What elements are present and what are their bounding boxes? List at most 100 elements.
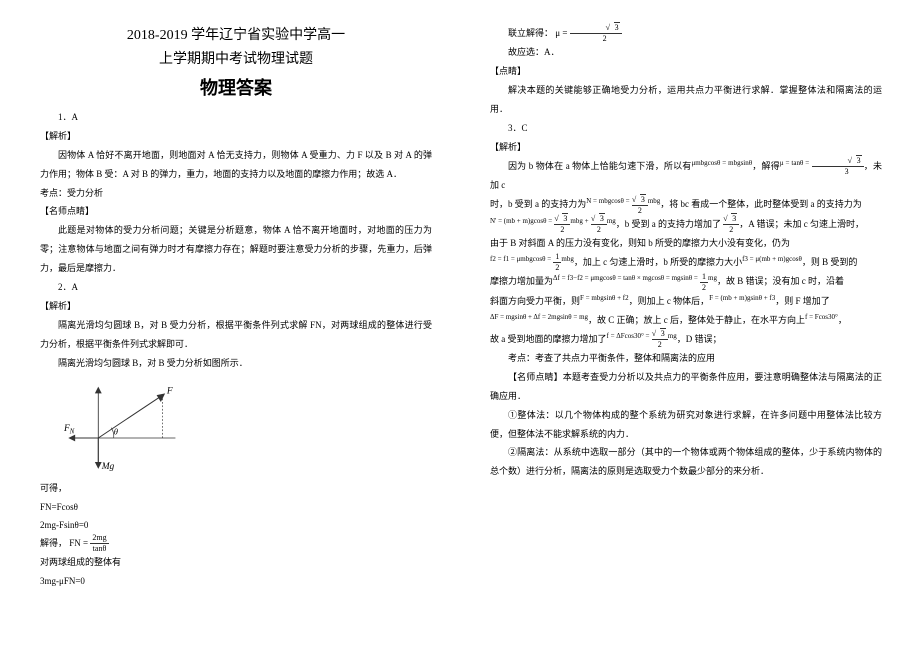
r2c: ，解得 [752, 161, 780, 171]
r8b: F = mbgsinθ + f2 [580, 294, 629, 302]
fig-label-f: F [166, 387, 173, 397]
r8-line: 斜面方向受力平衡，则F = mbgsinθ + f2，则加上 c 物体后，F =… [490, 292, 882, 311]
r7d: ，故 B 错误；没有加 c 时，沿着 [717, 276, 844, 286]
r4d: ，b 受到 a 的支持力增加了 [616, 219, 721, 229]
whole-body: 对两球组成的整体有 [40, 553, 432, 572]
mingshi-1: 【名师点睛】 [40, 202, 432, 221]
fig-label-mg: Mg [101, 462, 115, 472]
r4b: mbg + [570, 217, 588, 225]
r7a: 摩擦力增加量为 [490, 276, 553, 286]
q2-para-1: 隔离光滑均匀圆球 B，对 B 受力分析，根据平衡条件列式求解 FN，对两球组成的… [40, 316, 432, 354]
fig-label-fn: FN [64, 425, 75, 437]
eq3-left: FN = [69, 538, 88, 548]
kaodian-2: 考点：考查了共点力平衡条件，整体和隔离法的应用 [490, 349, 882, 368]
r7-line: 摩擦力增加量为Δf = f3−f2 = μmgcosθ = tanθ × mgc… [490, 272, 882, 291]
r3-line: 时，b 受到 a 的支持力为N = mbgcosθ = 32mbg，将 bc 看… [490, 195, 882, 214]
r10b: f = ΔFcos30° = [607, 332, 650, 340]
r6e: ，则 B 受到的 [802, 257, 858, 267]
r3n: 3 [632, 196, 648, 206]
frac-r4c: 32 [723, 215, 739, 234]
frac-r2: 33 [812, 157, 864, 176]
r4c: mg [607, 217, 616, 225]
r8e: ，则 F 增加了 [775, 296, 830, 306]
r10a: 故 a 受到地面的摩擦力增加了 [490, 334, 607, 344]
frac-r3: 32 [632, 196, 648, 215]
r6-line: f2 = f1 = μmbgcosθ = 12mbg，加上 c 匀速上滑时，b … [490, 253, 882, 272]
header-line-1: 2018-2019 学年辽宁省实验中学高一 [40, 24, 432, 44]
root3-num: 3 [570, 24, 622, 34]
r5-line: 由于 B 对斜面 A 的压力没有变化，则知 b 所受的摩擦力大小没有变化，仍为 [490, 234, 882, 253]
force-diagram: F FN Mg θ [64, 378, 184, 472]
r10d: ，D 错误； [677, 334, 722, 344]
r6a: f2 = f1 = μmbgcosθ = [490, 255, 551, 263]
jiexi-label-3: 【解析】 [490, 138, 882, 157]
r9c: f = Fcos30° [805, 313, 838, 321]
geli-method: ②隔离法：从系统中选取一部分（其中的一个物体或两个物体组成的整体，少于系统内物体… [490, 443, 882, 481]
r2-den: 3 [812, 167, 864, 176]
frac-r4b: 32 [591, 215, 607, 234]
r4e: ，A 错误；未加 c 匀速上滑时， [739, 219, 864, 229]
frac-root3-2: 3 2 [570, 24, 622, 43]
r6c: ，加上 c 匀速上滑时，b 所受的摩擦力大小 [574, 257, 742, 267]
q2-para-2: 隔离光滑均匀圆球 B，对 B 受力分析如图所示． [40, 354, 432, 373]
header-line-3: 物理答案 [40, 74, 432, 100]
r9d: ， [838, 315, 847, 325]
den-2: 2 [570, 34, 622, 43]
header-line-2: 上学期期中考试物理试题 [40, 48, 432, 68]
r3a: 时，b 受到 a 的支持力为 [490, 199, 586, 209]
r2-num: 3 [812, 157, 864, 167]
r2-line: 因为 b 物体在 a 物体上恰能匀速下滑，所以有μmbgcosθ = mbgsi… [490, 157, 882, 195]
eq2-text: 2mg-Fsinθ=0 [40, 520, 88, 530]
lianli-label: 联立解得： [508, 28, 553, 38]
right-column: 联立解得： μ = 3 2 故应选：A． 【点睛】 解决本题的关键能够正确地受力… [460, 0, 920, 651]
r10-line: 故 a 受到地面的摩擦力增加了f = ΔFcos30° = 32mg，D 错误； [490, 330, 882, 349]
q3-number: 3．C [490, 119, 882, 138]
dianjing-label: 【点睛】 [490, 62, 882, 81]
r4a: N' = (mb + m)gcosθ = [490, 217, 552, 225]
r6b: mbg [561, 255, 573, 263]
r9b: ，故 C 正确；放上 c 后，整体处于静止，在水平方向上 [588, 315, 805, 325]
rad-3: 3 [614, 22, 620, 32]
left-column: 2018-2019 学年辽宁省实验中学高一 上学期期中考试物理试题 物理答案 1… [0, 0, 460, 651]
eq3-den: tanθ [90, 544, 108, 553]
eq-fn-fcos: FN=Fcosθ [40, 498, 432, 516]
r4-line: N' = (mb + m)gcosθ = 32mbg + 32mg，b 受到 a… [490, 215, 882, 234]
frac-r10: 32 [652, 330, 668, 349]
q1-para-2: 此题是对物体的受力分析问题；关键是分析题意，物体 A 恰不离开地面时，对地面的压… [40, 221, 432, 278]
jiexi-label-2: 【解析】 [40, 297, 432, 316]
r8c: ，则加上 c 物体后， [629, 296, 710, 306]
mu-result: 联立解得： μ = 3 2 [490, 24, 882, 43]
r2d: μ = tanθ = [780, 159, 809, 167]
r2a: 因为 b 物体在 a 物体上恰能匀速下滑，所以有 [508, 161, 691, 171]
frac-2mg-tantheta: 2mg tanθ [90, 534, 108, 553]
r10c: mg [668, 332, 677, 340]
r8d: F = (mb + m)gsinθ + f3 [709, 294, 775, 302]
fig-label-theta: θ [114, 427, 118, 437]
zhengti-method: ①整体法：以几个物体构成的整个系统为研究对象进行求解，在许多问题中用整体法比较方… [490, 406, 882, 444]
mingshi-2: 【名师点睛】本题考查受力分析以及共点力的平衡条件应用，要注意明确整体法与隔离法的… [490, 368, 882, 406]
frac-r7: 12 [700, 273, 708, 292]
r7c: mg [708, 274, 717, 282]
frac-r4a: 32 [554, 215, 570, 234]
eq-3mg-mufn: 3mg-μFN=0 [40, 572, 432, 590]
r3d: 2 [632, 206, 648, 215]
r7b: Δf = f3−f2 = μmgcosθ = tanθ × mgcosθ = m… [553, 274, 698, 282]
eq-solve-fn: 解得， FN = 2mg tanθ [40, 534, 432, 553]
kaodian-1: 考点：受力分析 [40, 184, 432, 203]
q1-number: 1．A [40, 108, 432, 127]
guxuan-a: 故应选：A． [490, 43, 882, 62]
jiede-label: 解得， [40, 538, 67, 548]
eq3-num: 2mg [90, 534, 108, 544]
kede-label: 可得， [40, 479, 432, 498]
eq1-text: FN=Fcosθ [40, 502, 78, 512]
jiexi-label-1: 【解析】 [40, 127, 432, 146]
r9-line: ΔF = mgsinθ + Δf = 2mgsinθ = mg，故 C 正确；放… [490, 311, 882, 330]
q1-para-1: 因物体 A 恰好不离开地面，则地面对 A 恰无支持力，则物体 A 受重力、力 F… [40, 146, 432, 184]
mu-eq-label: μ = [555, 28, 567, 38]
r9a: ΔF = mgsinθ + Δf = 2mgsinθ = mg [490, 313, 588, 321]
r3d-text: ，将 bc 看成一个整体，此时整体受到 a 的支持力为 [660, 199, 862, 209]
r8a: 斜面方向受力平衡，则 [490, 296, 580, 306]
r3c: mbg [648, 197, 660, 205]
r1-para: 解决本题的关键能够正确地受力分析，运用共点力平衡进行求解．掌握整体法和隔离法的运… [490, 81, 882, 119]
q2-number: 2．A [40, 278, 432, 297]
